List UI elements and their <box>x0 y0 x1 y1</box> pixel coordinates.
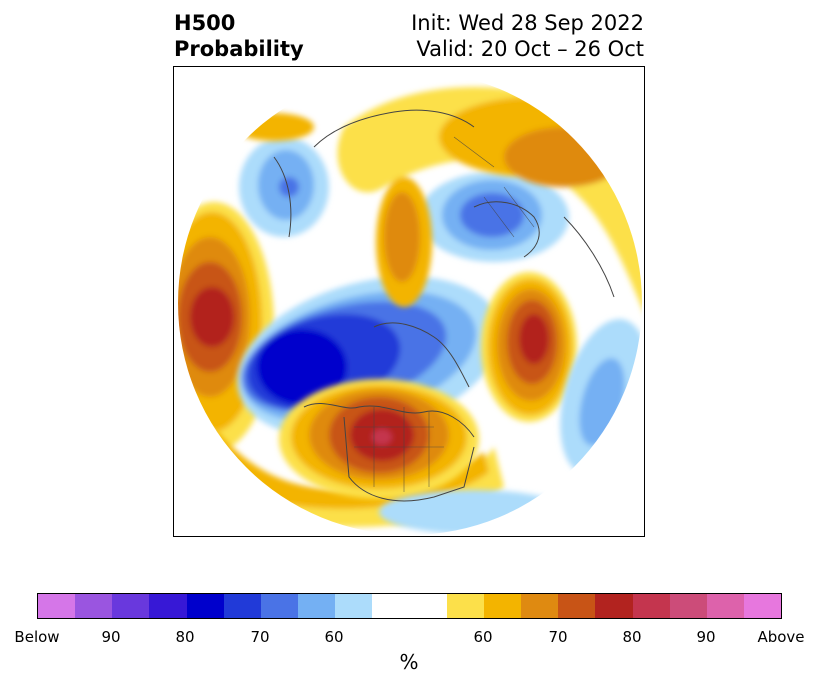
colorbar-tick-label: 60 <box>324 628 344 646</box>
cold-anomaly-northeast <box>419 172 569 262</box>
colorbar-segment <box>706 594 744 618</box>
colorbar-tick-label: 70 <box>250 628 270 646</box>
map-canvas <box>174 67 644 536</box>
colorbar-tick-label: 80 <box>622 628 642 646</box>
colorbar-unit: % <box>399 650 419 674</box>
colorbar-segment <box>335 594 373 618</box>
title-right: Init: Wed 28 Sep 2022 Valid: 20 Oct – 26… <box>411 10 644 62</box>
colorbar-tick-label: 90 <box>101 628 121 646</box>
colorbar-segment <box>112 594 150 618</box>
colorbar-segment <box>372 594 410 618</box>
colorbar <box>37 593 782 619</box>
political-borders <box>354 136 535 492</box>
colorbar-segment <box>483 594 522 618</box>
colorbar-segment <box>409 594 447 618</box>
colorbar-segment <box>632 594 670 618</box>
colorbar-segment <box>223 594 261 618</box>
colorbar-segment <box>743 594 782 618</box>
colorbar-segment <box>521 594 559 618</box>
init-date: Init: Wed 28 Sep 2022 <box>411 11 644 35</box>
colorbar-segment <box>446 594 484 618</box>
colorbar-segment <box>298 594 336 618</box>
colorbar-segment <box>149 594 187 618</box>
colorbar-segment <box>595 594 633 618</box>
colorbar-segment <box>669 594 707 618</box>
colorbar-tick-label: 70 <box>548 628 568 646</box>
colorbar-tick-label: 60 <box>473 628 493 646</box>
warm-anomaly-east <box>481 272 577 422</box>
colorbar-segment <box>186 594 224 618</box>
valid-range: Valid: 20 Oct – 26 Oct <box>416 37 644 61</box>
colorbar-segment <box>260 594 299 618</box>
colorbar-segment <box>558 594 596 618</box>
colorbar-segment <box>38 594 76 618</box>
colorbar-tick-label: Below <box>14 628 60 646</box>
anomaly-field <box>178 87 642 534</box>
title-variable: H500 <box>174 11 236 35</box>
colorbar-tick-label: Above <box>757 628 805 646</box>
cold-anomaly-northwest <box>239 137 329 237</box>
colorbar-segment <box>75 594 113 618</box>
title-field: Probability <box>174 37 304 61</box>
probability-map <box>173 66 645 537</box>
coastlines <box>273 109 615 502</box>
colorbar-tick-label: 90 <box>696 628 716 646</box>
warm-anomaly-north-america <box>279 379 479 499</box>
title-left: H500 Probability <box>174 10 304 62</box>
colorbar-tick-label: 80 <box>175 628 195 646</box>
